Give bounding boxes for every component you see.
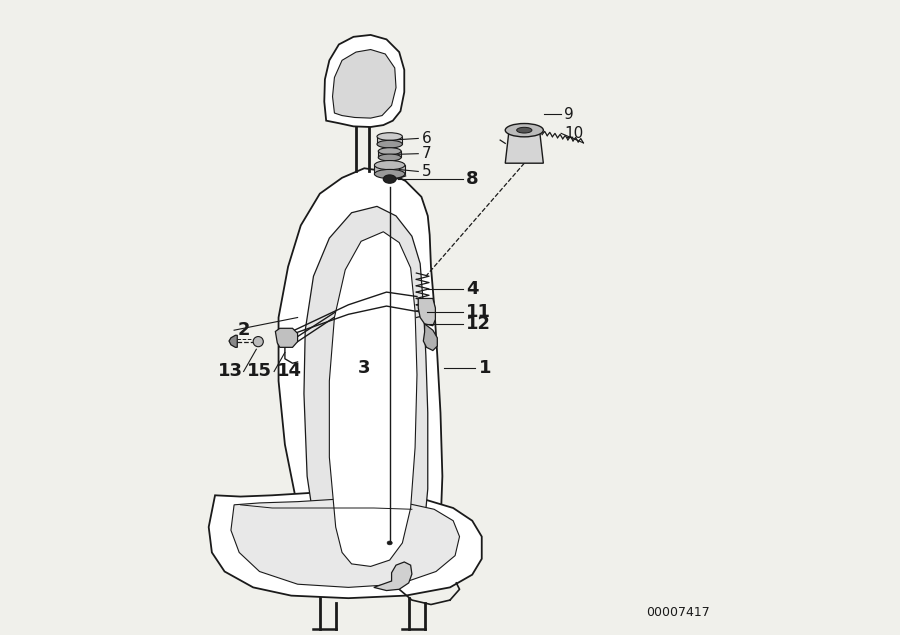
Polygon shape xyxy=(374,562,412,591)
Polygon shape xyxy=(275,328,298,347)
Text: 14: 14 xyxy=(277,363,302,380)
Polygon shape xyxy=(329,232,417,566)
Ellipse shape xyxy=(505,123,544,137)
Polygon shape xyxy=(378,151,401,157)
Polygon shape xyxy=(279,168,443,591)
Polygon shape xyxy=(332,50,396,118)
Polygon shape xyxy=(374,165,405,174)
Text: 13: 13 xyxy=(218,363,243,380)
Text: 6: 6 xyxy=(421,131,431,146)
Text: 4: 4 xyxy=(466,280,479,298)
Polygon shape xyxy=(423,324,437,351)
Polygon shape xyxy=(209,492,482,598)
Text: 2: 2 xyxy=(238,321,250,339)
Polygon shape xyxy=(229,335,238,347)
Text: 10: 10 xyxy=(564,126,583,141)
Text: 1: 1 xyxy=(479,359,491,377)
Ellipse shape xyxy=(378,148,401,154)
Text: 12: 12 xyxy=(466,315,490,333)
Text: 15: 15 xyxy=(247,363,272,380)
Ellipse shape xyxy=(387,541,392,545)
Polygon shape xyxy=(418,298,436,326)
Polygon shape xyxy=(231,498,460,587)
Text: 8: 8 xyxy=(466,170,479,188)
Text: 9: 9 xyxy=(564,107,574,122)
Text: 5: 5 xyxy=(421,164,431,179)
Ellipse shape xyxy=(377,140,402,148)
Circle shape xyxy=(253,337,264,347)
Ellipse shape xyxy=(377,133,402,140)
Ellipse shape xyxy=(378,154,401,161)
Polygon shape xyxy=(377,137,402,144)
Text: 11: 11 xyxy=(466,304,490,321)
Text: 3: 3 xyxy=(358,359,371,377)
Text: 00007417: 00007417 xyxy=(646,606,710,619)
Polygon shape xyxy=(304,206,428,581)
Polygon shape xyxy=(324,35,404,127)
Ellipse shape xyxy=(383,175,396,183)
Ellipse shape xyxy=(374,170,405,178)
Text: 7: 7 xyxy=(421,146,431,161)
Polygon shape xyxy=(505,130,544,163)
Ellipse shape xyxy=(517,127,532,133)
Ellipse shape xyxy=(374,161,405,170)
